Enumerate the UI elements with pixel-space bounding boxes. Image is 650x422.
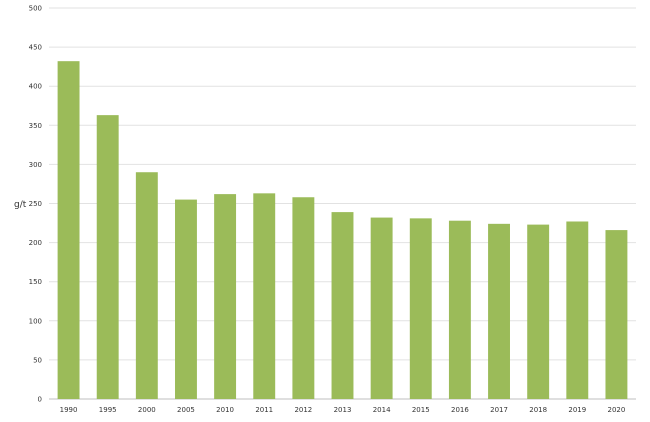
x-tick-label: 2005: [177, 406, 195, 414]
x-tick-label: 2017: [490, 406, 508, 414]
y-tick-label: 0: [38, 396, 42, 404]
bar-2014: [370, 217, 393, 399]
y-tick-label: 200: [29, 239, 42, 247]
x-tick-label: 2016: [451, 406, 469, 414]
bar-2016: [448, 220, 471, 399]
x-tick-label: 2012: [294, 406, 312, 414]
bar-2005: [175, 199, 197, 399]
bar-2018: [527, 224, 550, 399]
bar-2010: [214, 194, 237, 399]
x-tick-label: 2000: [138, 406, 156, 414]
bar-2000: [135, 172, 158, 399]
y-tick-labels: 0 50 100 150 200 250 300 350 400 450 500: [29, 5, 42, 404]
bar-2013: [331, 212, 354, 399]
bar-2015: [409, 218, 432, 399]
y-axis-label: g/t: [14, 200, 27, 210]
x-tick-label: 2020: [608, 406, 626, 414]
x-tick-label: 2014: [373, 406, 391, 414]
y-tick-label: 350: [29, 122, 42, 130]
bar-1990: [57, 61, 80, 400]
x-tick-label: 2013: [334, 406, 352, 414]
y-tick-label: 150: [29, 278, 42, 286]
bar-2012: [292, 197, 315, 399]
x-tick-label: 2010: [216, 406, 234, 414]
y-tick-label: 250: [29, 200, 42, 208]
bar-2011: [253, 193, 276, 399]
x-tick-label: 2015: [412, 406, 430, 414]
x-tick-label: 1995: [99, 406, 117, 414]
bar-2020: [605, 230, 628, 399]
bars: [57, 61, 628, 400]
x-tick-label: 2011: [255, 406, 273, 414]
y-tick-label: 500: [29, 5, 42, 13]
y-tick-label: 400: [29, 83, 42, 91]
bar-2019: [566, 221, 589, 399]
x-tick-label: 1990: [60, 406, 78, 414]
y-tick-label: 300: [29, 161, 42, 169]
y-tick-label: 450: [29, 44, 42, 52]
x-tick-label: 2018: [529, 406, 547, 414]
y-tick-label: 100: [29, 317, 42, 325]
bar-2017: [488, 223, 510, 399]
y-tick-label: 50: [33, 356, 42, 364]
x-tick-label: 2019: [568, 406, 586, 414]
x-tick-labels: 1990 1995 2000 2005 2010 2011 2012 2013 2014 2015…: [60, 406, 626, 414]
bar-1995: [96, 115, 119, 399]
